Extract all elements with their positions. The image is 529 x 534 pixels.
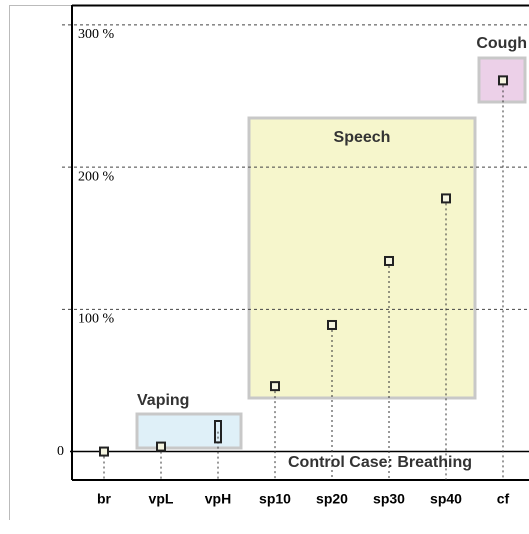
point <box>270 381 280 392</box>
x-tick-label: vpH <box>205 491 231 507</box>
point <box>441 193 451 204</box>
x-tick-label: sp20 <box>316 491 348 507</box>
group-box <box>135 412 243 450</box>
x-tick-label: sp40 <box>430 491 462 507</box>
x-tick-label: sp10 <box>259 491 291 507</box>
point <box>156 441 166 452</box>
x-tick-label: br <box>97 491 112 507</box>
y-tick-label: 0 <box>57 444 64 459</box>
x-tick-label: cf <box>497 491 510 507</box>
point <box>384 255 394 266</box>
x-tick-label: sp30 <box>373 491 405 507</box>
y-tick-label: 200 % <box>78 169 115 184</box>
y-tick-label: 100 % <box>78 312 115 327</box>
point <box>498 75 508 86</box>
point <box>327 319 337 330</box>
point <box>99 446 109 457</box>
x-tick-label: vpL <box>149 491 174 507</box>
group-box <box>477 56 527 104</box>
y-tick-label: 300 % <box>78 27 115 42</box>
group-label: Speech <box>334 129 391 146</box>
group-box <box>247 116 477 400</box>
group-label: Vaping <box>137 392 189 409</box>
error-bar <box>214 419 222 444</box>
baseline-label: Control Case: Breathing <box>288 454 472 471</box>
group-label: Cough <box>476 35 527 52</box>
